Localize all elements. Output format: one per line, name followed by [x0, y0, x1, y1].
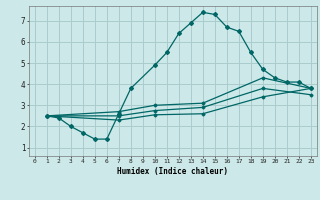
X-axis label: Humidex (Indice chaleur): Humidex (Indice chaleur) — [117, 167, 228, 176]
